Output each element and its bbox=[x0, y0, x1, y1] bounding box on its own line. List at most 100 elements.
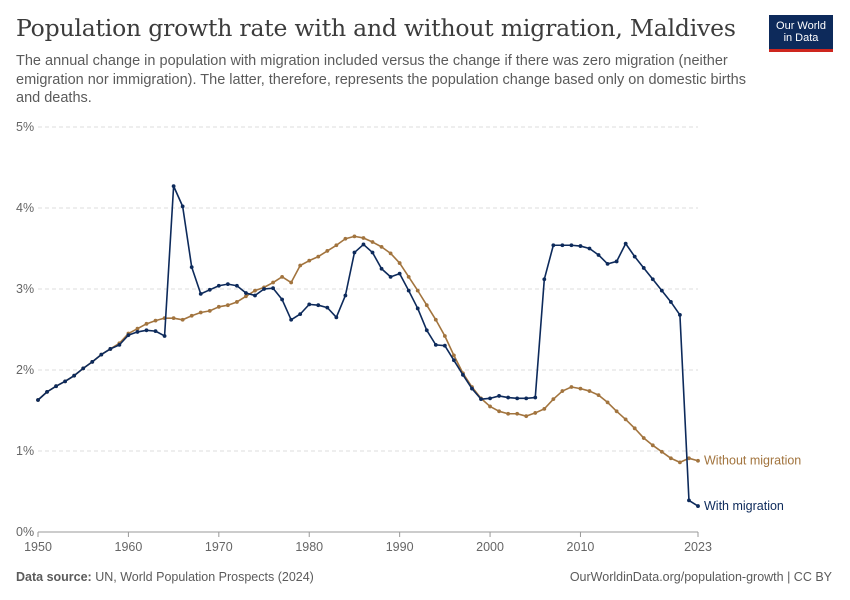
data-point-with-migration bbox=[659, 288, 664, 293]
data-source: Data source: UN, World Population Prospe… bbox=[16, 570, 314, 584]
data-point-without-migration bbox=[578, 386, 583, 391]
data-point-with-migration bbox=[90, 360, 95, 364]
source-url-link[interactable]: OurWorldinData.org/population-growth | C… bbox=[569, 570, 832, 584]
y-tick-label: 0% bbox=[16, 525, 34, 539]
data-point-with-migration bbox=[135, 330, 140, 334]
data-point-without-migration bbox=[352, 234, 357, 239]
data-point-without-migration bbox=[280, 274, 285, 279]
chart-title: Population growth rate with and without … bbox=[16, 14, 736, 42]
data-source-label: Data source: bbox=[16, 570, 92, 584]
data-point-without-migration bbox=[406, 274, 411, 279]
data-point-with-migration bbox=[280, 297, 285, 302]
data-point-with-migration bbox=[451, 358, 456, 363]
series-label-without-migration: Without migration bbox=[704, 454, 801, 468]
data-point-without-migration bbox=[551, 397, 556, 402]
data-point-without-migration bbox=[289, 280, 294, 285]
data-point-without-migration bbox=[144, 321, 149, 326]
data-point-with-migration bbox=[63, 379, 68, 384]
data-point-without-migration bbox=[524, 414, 529, 419]
data-point-without-migration bbox=[343, 236, 348, 241]
data-point-with-migration bbox=[551, 243, 556, 248]
data-point-with-migration bbox=[180, 204, 185, 209]
data-point-with-migration bbox=[262, 287, 266, 291]
data-point-with-migration bbox=[162, 334, 167, 338]
data-point-with-migration bbox=[316, 303, 321, 308]
data-point-without-migration bbox=[569, 385, 574, 389]
data-point-with-migration bbox=[289, 317, 294, 322]
data-point-without-migration bbox=[271, 280, 275, 285]
data-point-with-migration bbox=[650, 277, 655, 282]
data-point-without-migration bbox=[433, 317, 438, 322]
data-point-without-migration bbox=[424, 303, 429, 308]
series-labels: Without migration With migration bbox=[704, 454, 801, 513]
data-point-without-migration bbox=[235, 300, 239, 304]
y-tick-label: 4% bbox=[16, 201, 34, 215]
data-point-with-migration bbox=[560, 243, 565, 248]
data-point-with-migration bbox=[99, 352, 104, 357]
series-line-without-migration bbox=[37, 235, 699, 464]
data-point-with-migration bbox=[641, 266, 646, 270]
logo-line-1: Our World bbox=[776, 20, 826, 32]
data-point-without-migration bbox=[415, 288, 420, 293]
data-point-with-migration bbox=[524, 396, 529, 401]
owid-logo[interactable]: Our World in Data bbox=[769, 15, 833, 52]
data-point-with-migration bbox=[406, 288, 411, 293]
data-point-with-migration bbox=[244, 291, 248, 295]
chart-subtitle: The annual change in population with mig… bbox=[16, 53, 746, 106]
series-line-with-migration bbox=[37, 185, 699, 507]
data-point-with-migration bbox=[461, 372, 465, 377]
data-point-without-migration bbox=[180, 317, 185, 322]
x-tick-label: 1960 bbox=[115, 540, 143, 554]
data-point-with-migration bbox=[587, 246, 592, 251]
data-point-with-migration bbox=[479, 397, 483, 402]
data-point-without-migration bbox=[659, 449, 664, 454]
data-point-with-migration bbox=[126, 333, 131, 338]
x-tick-label: 1990 bbox=[386, 540, 414, 554]
data-point-with-migration bbox=[370, 250, 375, 255]
data-point-without-migration bbox=[307, 258, 312, 263]
data-point-without-migration bbox=[596, 393, 601, 398]
data-point-with-migration bbox=[678, 313, 682, 317]
x-tick-label: 1970 bbox=[205, 540, 233, 554]
data-point-with-migration bbox=[696, 504, 700, 508]
data-point-with-migration bbox=[334, 315, 339, 320]
data-point-without-migration bbox=[361, 236, 366, 240]
data-point-without-migration bbox=[253, 288, 257, 293]
data-point-without-migration bbox=[325, 249, 330, 253]
data-point-with-migration bbox=[298, 312, 303, 317]
data-point-without-migration bbox=[687, 456, 691, 461]
data-point-without-migration bbox=[506, 411, 511, 416]
data-point-without-migration bbox=[668, 456, 673, 461]
data-point-without-migration bbox=[678, 460, 682, 465]
data-point-with-migration bbox=[216, 283, 221, 288]
data-point-with-migration bbox=[225, 282, 230, 287]
data-point-with-migration bbox=[533, 395, 538, 400]
data-point-without-migration bbox=[189, 313, 194, 318]
data-point-without-migration bbox=[388, 251, 393, 256]
data-point-with-migration bbox=[81, 366, 86, 371]
data-point-with-migration bbox=[632, 254, 637, 259]
data-point-without-migration bbox=[207, 308, 212, 313]
data-point-with-migration bbox=[271, 286, 275, 291]
data-point-with-migration bbox=[207, 287, 212, 292]
data-point-with-migration bbox=[388, 274, 393, 279]
grid-lines bbox=[38, 126, 698, 452]
data-point-with-migration bbox=[72, 373, 77, 378]
data-point-with-migration bbox=[117, 342, 122, 347]
data-point-without-migration bbox=[587, 389, 592, 393]
data-point-with-migration bbox=[307, 302, 312, 307]
data-point-without-migration bbox=[488, 404, 492, 409]
data-point-without-migration bbox=[225, 303, 230, 308]
y-tick-label: 1% bbox=[16, 444, 34, 458]
data-point-with-migration bbox=[352, 250, 357, 255]
data-point-with-migration bbox=[235, 283, 239, 288]
data-point-without-migration bbox=[442, 334, 447, 338]
data-point-with-migration bbox=[542, 277, 547, 282]
data-point-without-migration bbox=[216, 304, 221, 309]
data-point-without-migration bbox=[542, 406, 547, 411]
data-point-with-migration bbox=[198, 291, 203, 296]
data-point-with-migration bbox=[488, 396, 492, 401]
data-point-with-migration bbox=[361, 242, 366, 247]
data-point-without-migration bbox=[171, 316, 176, 321]
data-point-without-migration bbox=[153, 318, 158, 323]
